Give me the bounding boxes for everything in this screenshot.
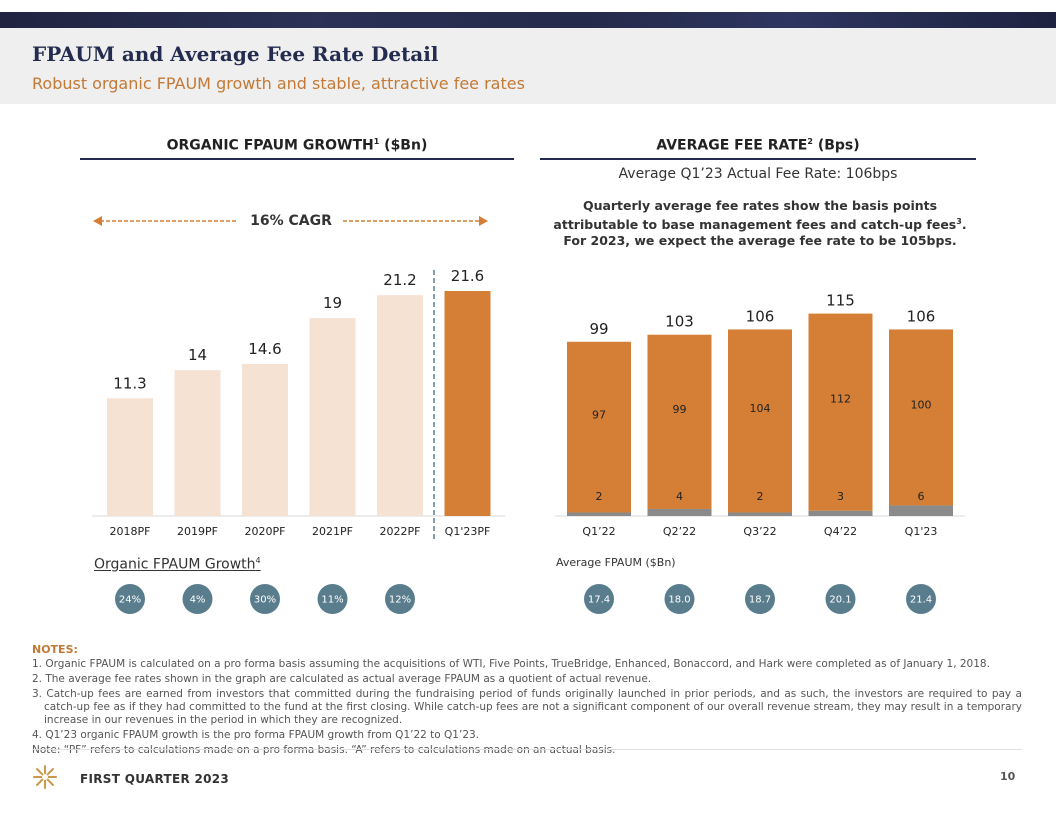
cagr-arrow	[93, 216, 488, 226]
note-item: 3. Catch-up fees are earned from investo…	[32, 688, 1022, 726]
page-title: FPAUM and Average Fee Rate Detail	[32, 42, 439, 66]
total-label: 103	[665, 313, 694, 331]
note-item: Note: “PF” refers to calculations made o…	[32, 744, 616, 756]
page-number: 10	[1000, 770, 1016, 783]
tick-label: 2022PF	[380, 525, 421, 538]
organic-fpaum-chart: 11.3 2018PF 14 2019PF 14.6 2020PF 19 2021PF 21.2…	[92, 267, 505, 614]
fpaum-bubble	[825, 584, 856, 614]
catch-up-fee-bar	[647, 508, 712, 516]
left-panel-title: ORGANIC FPAUM GROWTH1 ($Bn)	[166, 137, 428, 154]
catch-up-fee-label: 6	[918, 490, 925, 503]
base-fee-bar	[889, 329, 953, 506]
base-fee-label: 100	[911, 399, 932, 412]
base-fee-bar	[808, 313, 873, 511]
total-label: 99	[589, 320, 608, 338]
tick-label: 2020PF	[245, 525, 286, 538]
bar	[309, 318, 356, 516]
base-fee-bar	[567, 341, 631, 513]
bar	[377, 295, 423, 516]
bar	[444, 291, 491, 516]
catch-up-fee-bar	[808, 510, 873, 516]
fpaum-bubble	[584, 584, 614, 614]
fpaum-bubble-label: 17.4	[588, 595, 610, 606]
note-item: 1. Organic FPAUM is calculated on a pro …	[32, 658, 990, 670]
data-label: 14	[188, 346, 207, 364]
tick-label: Q2’22	[663, 525, 696, 538]
catch-up-fee-bar	[889, 505, 953, 516]
growth-bubble-label: 12%	[389, 595, 411, 606]
catch-up-fee-label: 2	[596, 490, 603, 503]
data-label: 11.3	[113, 374, 146, 392]
fee-rate-subtitle: Average Q1’23 Actual Fee Rate: 106bps	[618, 166, 898, 182]
fpaum-bubble-label: 20.1	[829, 595, 851, 606]
fpaum-bubble	[664, 584, 695, 614]
fpaum-bubble-label: 21.4	[910, 595, 932, 606]
growth-bubble	[385, 584, 415, 614]
header-band	[0, 28, 1056, 104]
right-panel-rule	[540, 158, 976, 160]
tick-label: Q3’22	[743, 525, 776, 538]
left-panel-rule	[80, 158, 514, 160]
base-fee-bar	[728, 329, 792, 513]
tick-label: 2021PF	[312, 525, 353, 538]
notes-section: NOTES: 1. Organic FPAUM is calculated on…	[32, 643, 1022, 757]
tick-label: Q1'23PF	[445, 525, 491, 538]
notes-heading: NOTES:	[32, 643, 78, 656]
average-fpaum-title: Average FPAUM ($Bn)	[556, 556, 676, 569]
catch-up-fee-label: 2	[757, 490, 764, 503]
company-logo-icon	[33, 765, 57, 789]
catch-up-fee-bar	[728, 512, 792, 516]
average-fee-rate-chart: 99 97 2 Q1’22 17.4 103 99 4 Q2’22 18.0 106 104 2 Q3’2…	[555, 292, 965, 614]
fpaum-bubble	[906, 584, 936, 614]
bar	[107, 398, 153, 516]
fpaum-bubble-label: 18.7	[749, 595, 771, 606]
growth-bubble	[317, 584, 348, 614]
base-fee-bar	[647, 334, 712, 509]
growth-bubble	[115, 584, 145, 614]
right-panel-title: AVERAGE FEE RATE2 (Bps)	[656, 137, 860, 154]
fpaum-bubble-label: 18.0	[668, 595, 690, 606]
data-label: 19	[323, 294, 342, 312]
growth-bubble-label: 11%	[321, 595, 343, 606]
note-item: 4. Q1’23 organic FPAUM growth is the pro…	[32, 729, 480, 741]
growth-bubble-label: 30%	[254, 595, 276, 606]
tick-label: 2019PF	[177, 525, 218, 538]
total-label: 106	[907, 307, 936, 325]
fpaum-bubble	[745, 584, 775, 614]
base-fee-label: 112	[830, 392, 851, 405]
fee-rate-description: Quarterly average fee rates show the bas…	[553, 198, 967, 249]
tick-label: 2018PF	[110, 525, 151, 538]
data-label: 21.6	[451, 267, 484, 285]
note-item: 2. The average fee rates shown in the gr…	[32, 673, 652, 685]
cagr-label: 16% CAGR	[250, 213, 332, 229]
tick-label: Q1’22	[582, 525, 615, 538]
footer-label: FIRST QUARTER 2023	[80, 772, 230, 786]
bar	[242, 363, 288, 516]
growth-bubble-label: 4%	[190, 595, 206, 606]
data-label: 21.2	[383, 271, 416, 289]
footer-rule	[32, 749, 1022, 750]
base-fee-label: 104	[750, 402, 771, 415]
base-fee-label: 99	[673, 403, 687, 416]
total-label: 115	[826, 292, 855, 310]
catch-up-fee-bar	[567, 512, 631, 516]
tick-label: Q1'23	[905, 525, 938, 538]
data-label: 14.6	[248, 340, 281, 358]
catch-up-fee-label: 4	[676, 490, 683, 503]
top-banner	[0, 12, 1056, 28]
growth-bubble-label: 24%	[119, 595, 141, 606]
total-label: 106	[746, 307, 775, 325]
organic-growth-title: Organic FPAUM Growth4	[94, 556, 261, 573]
bar	[174, 370, 221, 516]
base-fee-label: 97	[592, 409, 606, 422]
page-subtitle: Robust organic FPAUM growth and stable, …	[32, 74, 525, 93]
catch-up-fee-label: 3	[837, 490, 844, 503]
growth-bubble	[250, 584, 280, 614]
growth-bubble	[182, 584, 213, 614]
tick-label: Q4’22	[824, 525, 857, 538]
